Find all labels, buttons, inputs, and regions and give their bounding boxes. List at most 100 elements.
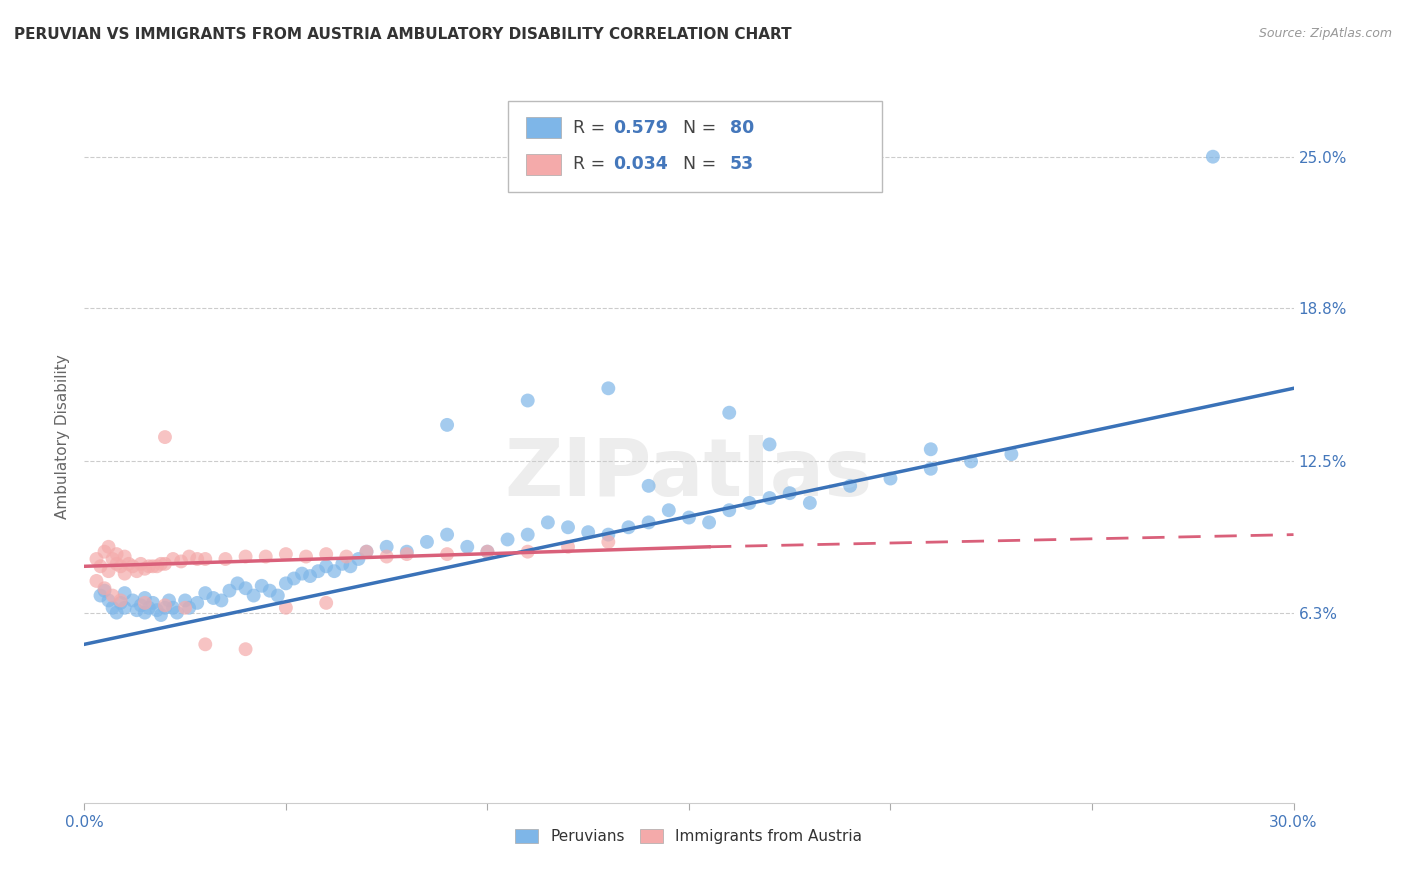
Point xyxy=(101,589,124,603)
Point xyxy=(214,552,236,566)
Point xyxy=(299,569,322,583)
Point xyxy=(395,544,418,558)
Point xyxy=(157,593,180,607)
Point xyxy=(235,549,257,564)
Point xyxy=(149,608,172,623)
Legend: Peruvians, Immigrants from Austria: Peruvians, Immigrants from Austria xyxy=(509,822,869,850)
Y-axis label: Ambulatory Disability: Ambulatory Disability xyxy=(55,355,70,519)
Point xyxy=(153,599,176,613)
Point xyxy=(97,540,120,554)
Point xyxy=(274,600,297,615)
Point xyxy=(637,516,659,530)
Point xyxy=(114,586,136,600)
Point xyxy=(839,479,862,493)
Point xyxy=(105,606,128,620)
Point xyxy=(315,547,337,561)
Point xyxy=(416,535,439,549)
Point xyxy=(598,381,620,395)
Text: 0.034: 0.034 xyxy=(613,155,668,173)
Point xyxy=(718,406,741,420)
FancyBboxPatch shape xyxy=(526,117,561,138)
Point xyxy=(436,547,458,561)
Point xyxy=(146,603,169,617)
Point xyxy=(617,520,640,534)
Point xyxy=(315,559,337,574)
Point xyxy=(149,557,172,571)
Point xyxy=(142,559,165,574)
Point xyxy=(134,562,156,576)
Point xyxy=(477,544,499,558)
Point xyxy=(93,544,115,558)
Point xyxy=(125,564,148,578)
Point xyxy=(477,544,499,558)
Point xyxy=(347,552,370,566)
Point xyxy=(162,552,184,566)
Point xyxy=(436,417,458,432)
Text: R =: R = xyxy=(572,155,610,173)
Point xyxy=(114,600,136,615)
Point xyxy=(125,603,148,617)
Point xyxy=(186,596,208,610)
Text: 0.579: 0.579 xyxy=(613,119,668,136)
Point xyxy=(356,544,378,558)
Point xyxy=(174,593,197,607)
Point xyxy=(274,576,297,591)
Point xyxy=(101,552,124,566)
Point xyxy=(121,559,143,574)
Point xyxy=(496,533,519,547)
Point xyxy=(920,462,942,476)
Text: R =: R = xyxy=(572,119,610,136)
Point xyxy=(105,547,128,561)
Point xyxy=(637,479,659,493)
Point xyxy=(138,600,160,615)
Point xyxy=(758,437,780,451)
Point xyxy=(242,589,264,603)
Point xyxy=(174,600,197,615)
Point xyxy=(129,599,152,613)
Point xyxy=(235,642,257,657)
Point xyxy=(678,510,700,524)
Point xyxy=(110,593,132,607)
Point xyxy=(758,491,780,505)
Point xyxy=(110,559,132,574)
Point xyxy=(138,559,160,574)
Point xyxy=(134,591,156,605)
Point xyxy=(330,557,353,571)
Point xyxy=(89,589,111,603)
Point xyxy=(879,471,901,485)
Point xyxy=(101,600,124,615)
Point xyxy=(129,557,152,571)
Text: Source: ZipAtlas.com: Source: ZipAtlas.com xyxy=(1258,27,1392,40)
Point xyxy=(697,516,720,530)
Point xyxy=(194,552,217,566)
Point xyxy=(779,486,801,500)
Point xyxy=(153,600,176,615)
Text: N =: N = xyxy=(672,155,721,173)
Point xyxy=(179,549,201,564)
Point xyxy=(339,559,361,574)
Point xyxy=(218,583,240,598)
Point xyxy=(267,589,290,603)
Point xyxy=(194,637,217,651)
Point xyxy=(557,520,579,534)
Point xyxy=(179,600,201,615)
Point xyxy=(254,549,277,564)
Point xyxy=(516,544,538,558)
Point xyxy=(283,572,305,586)
Point xyxy=(114,549,136,564)
Point xyxy=(1000,447,1022,461)
Point xyxy=(738,496,761,510)
Point xyxy=(202,591,225,605)
Point xyxy=(153,430,176,444)
Point xyxy=(97,564,120,578)
Point xyxy=(86,574,108,588)
Point xyxy=(153,557,176,571)
Point xyxy=(291,566,314,581)
Point xyxy=(186,552,208,566)
FancyBboxPatch shape xyxy=(508,101,883,192)
Point xyxy=(110,596,132,610)
Point xyxy=(118,557,141,571)
Point xyxy=(537,516,560,530)
FancyBboxPatch shape xyxy=(526,153,561,175)
Point xyxy=(209,593,232,607)
